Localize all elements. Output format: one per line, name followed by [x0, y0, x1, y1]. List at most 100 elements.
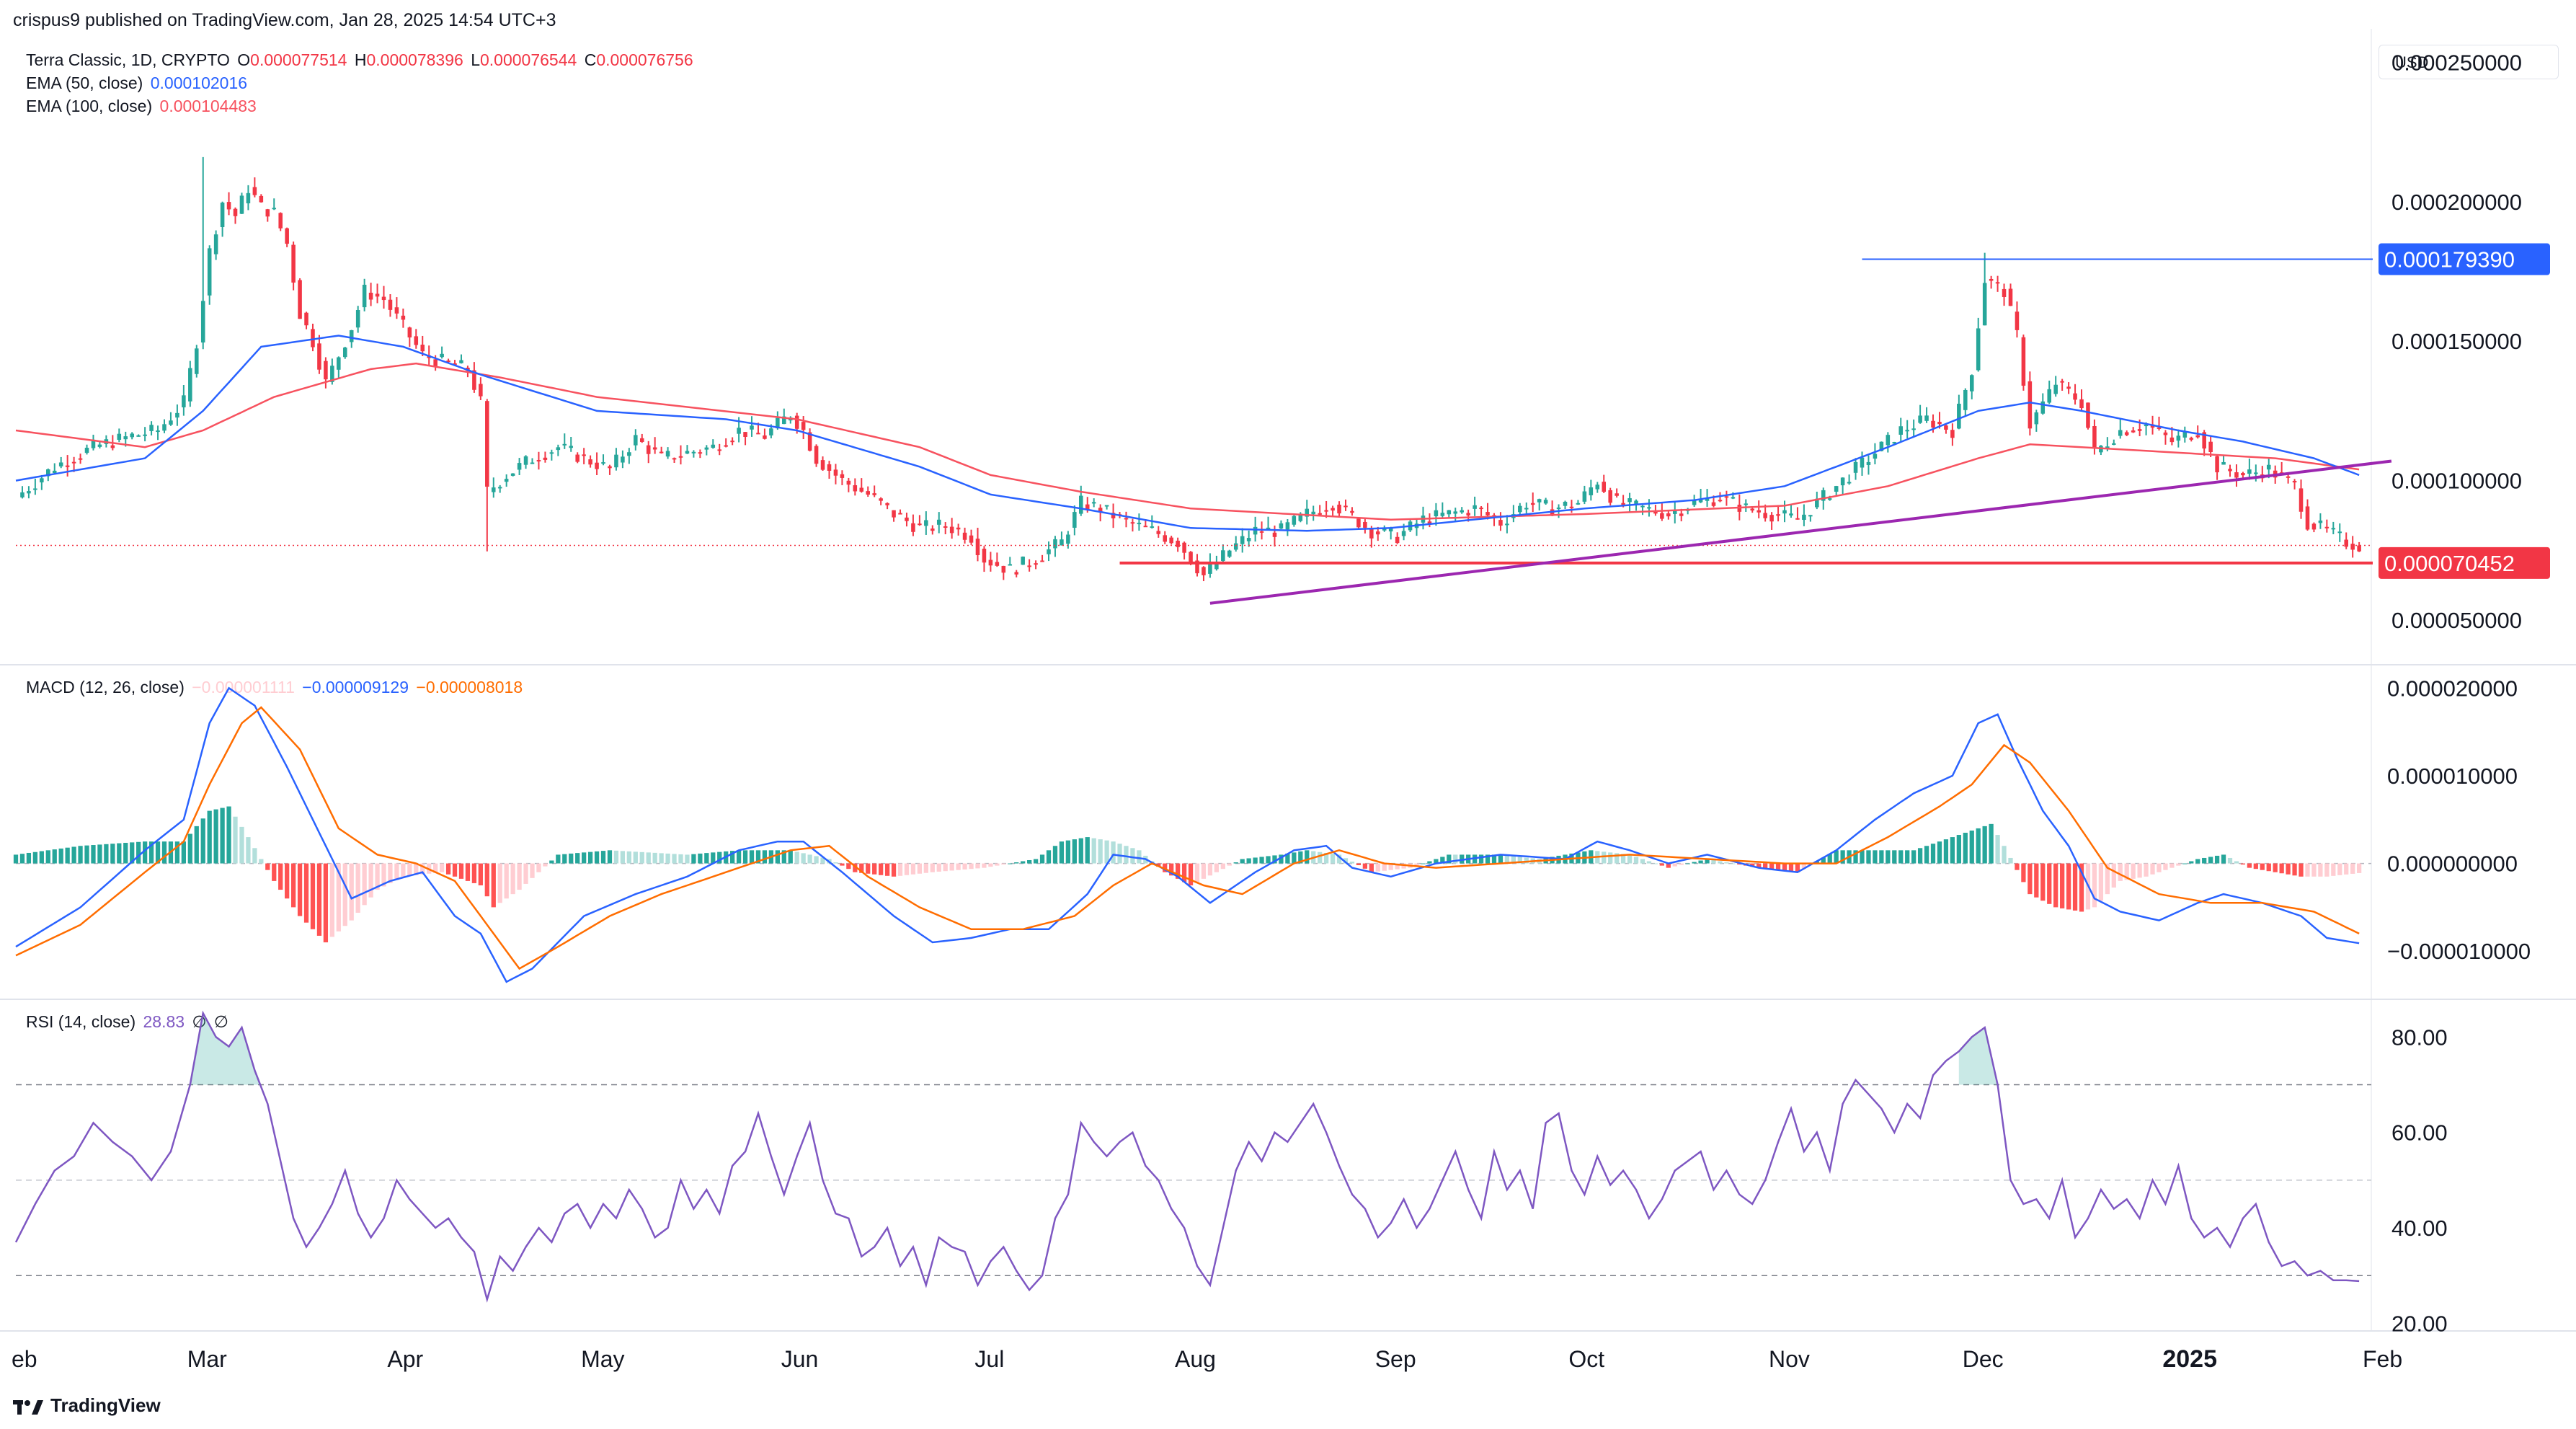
currency-selector[interactable]: USD: [2379, 45, 2559, 79]
candle-body: [1589, 487, 1594, 495]
macd-histogram-bar: [13, 854, 19, 864]
time-axis-tick: Apr: [387, 1346, 423, 1372]
macd-histogram-bar: [117, 843, 122, 864]
macd-histogram-bar: [1388, 863, 1393, 870]
macd-histogram-bar: [355, 863, 360, 913]
candle-body: [1208, 564, 1212, 574]
macd-line: [15, 686, 2360, 983]
candle-body: [52, 470, 57, 474]
low-value: 0.000076544: [480, 50, 577, 69]
candle-body: [2086, 402, 2090, 428]
rsi-value: 28.83: [143, 1012, 185, 1031]
macd-axis-tick: 0.000000000: [2387, 851, 2518, 877]
candle-body: [2350, 544, 2355, 550]
macd-histogram-bar: [194, 826, 199, 864]
candle-body: [2079, 399, 2084, 409]
candle-body: [1305, 508, 1310, 517]
candle-body: [265, 209, 270, 217]
macd-histogram-bar: [2176, 863, 2181, 866]
candle-body: [1318, 513, 1322, 515]
candle-body: [143, 434, 147, 436]
candle-body: [1292, 516, 1297, 525]
macd-histogram-bar: [349, 863, 354, 921]
candle-body: [117, 433, 122, 440]
candle-body: [169, 420, 173, 425]
macd-histogram-bar: [123, 842, 128, 864]
macd-histogram-bar: [2040, 863, 2046, 901]
macd-histogram-bar: [414, 863, 419, 875]
candle-body: [1731, 497, 1736, 499]
macd-histogram-bar: [226, 806, 231, 864]
rsi-axis-tick: 60.00: [2391, 1120, 2448, 1146]
macd-histogram-bar: [2002, 846, 2007, 864]
macd-histogram-bar: [78, 846, 83, 864]
candle-body: [2040, 401, 2046, 414]
macd-histogram-bar: [995, 863, 1000, 866]
macd-histogram-bar: [458, 863, 464, 879]
candle-body: [608, 466, 612, 469]
macd-histogram-bar: [1866, 850, 1871, 864]
candle-body: [1060, 539, 1064, 546]
macd-histogram-bar: [549, 860, 554, 864]
candle-body: [1892, 442, 1897, 444]
macd-histogram-bar: [1117, 844, 1122, 864]
candle-body: [1653, 510, 1658, 514]
macd-histogram-bar: [1989, 823, 1994, 864]
candle-body: [995, 562, 1000, 566]
close-label: C: [584, 50, 597, 69]
macd-histogram-bar: [297, 863, 303, 916]
macd-histogram-bar: [239, 826, 244, 864]
candle-body: [2066, 386, 2071, 389]
macd-histogram-bar: [2118, 863, 2123, 881]
candle-body: [1802, 514, 1806, 520]
candle-body: [1602, 482, 1607, 492]
candle-body: [1021, 557, 1025, 565]
close-value: 0.000076756: [596, 50, 693, 69]
macd-histogram-bar: [587, 851, 593, 864]
candle-body: [646, 445, 651, 454]
candle-body: [2299, 488, 2304, 512]
macd-histogram-bar: [1111, 841, 1116, 864]
macd-histogram-bar: [2337, 863, 2342, 875]
trend-line: [1209, 459, 2392, 605]
macd-histogram-bar: [775, 850, 780, 864]
macd-histogram-bar: [1672, 863, 1677, 867]
macd-histogram-bar: [1679, 863, 1684, 865]
macd-histogram-bar: [1059, 841, 1065, 864]
macd-histogram-bar: [1879, 850, 1884, 864]
macd-histogram-bar: [161, 841, 167, 864]
candle-body: [1479, 508, 1483, 510]
price-axis-tick: 0.000250000: [2391, 50, 2522, 75]
candle-body: [1143, 526, 1148, 528]
candle-body: [982, 549, 987, 563]
candle-body: [1963, 389, 1968, 410]
candle-body: [1498, 520, 1503, 526]
candle-body: [827, 464, 832, 471]
candle-body: [691, 451, 696, 454]
candle-body: [621, 456, 625, 463]
candle-body: [1434, 510, 1439, 517]
price-axis-tick: 0.000150000: [2391, 329, 2522, 354]
candle-body: [337, 357, 341, 370]
high-label: H: [354, 50, 367, 69]
candle-body: [1808, 515, 1813, 517]
candle-body: [1789, 513, 1793, 516]
candle-body: [582, 454, 586, 456]
macd-histogram-bar: [1220, 863, 1225, 870]
macd-histogram-bar: [814, 856, 819, 864]
candle-body: [1098, 508, 1103, 513]
macd-histogram-bar: [936, 863, 941, 872]
macd-histogram-bar: [401, 863, 406, 877]
macd-histogram-bar: [1963, 833, 1968, 864]
candle-body: [1879, 441, 1884, 451]
macd-histogram-bar: [2047, 863, 2052, 904]
candle-body: [233, 208, 238, 216]
macd-histogram-bar: [1705, 859, 1710, 864]
candle-body: [1137, 523, 1142, 525]
macd-histogram-bar: [2150, 863, 2155, 875]
macd-histogram-bar: [2202, 857, 2207, 864]
candle-body: [911, 523, 915, 532]
macd-histogram-bar: [1692, 862, 1697, 864]
candle-body: [1253, 526, 1258, 535]
